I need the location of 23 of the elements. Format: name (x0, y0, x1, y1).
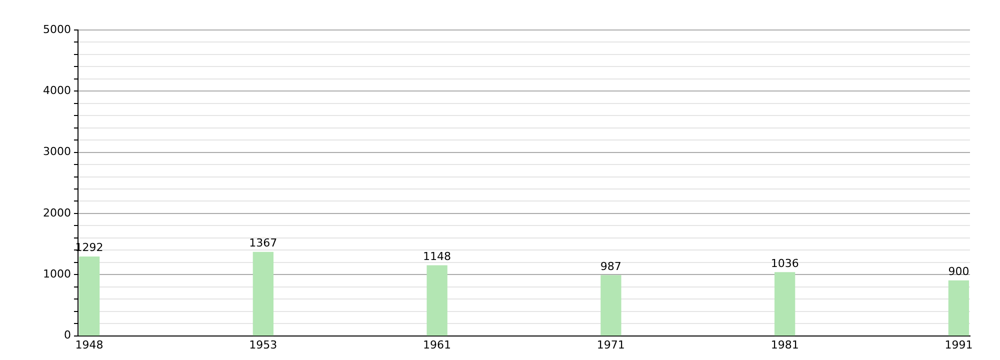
data-label: 1036 (770, 256, 799, 270)
data-label: 1148 (423, 250, 452, 263)
x-tick-label: 1981 (770, 338, 799, 352)
x-tick-label: 1961 (423, 338, 452, 352)
data-label: 987 (600, 260, 622, 273)
bar (948, 280, 970, 336)
data-label: 1367 (249, 236, 278, 250)
y-tick-label: 5000 (42, 22, 71, 36)
bar (78, 256, 100, 336)
bar (252, 252, 274, 336)
bar (600, 275, 622, 336)
x-tick-label: 1948 (75, 338, 104, 352)
data-label: 900 (948, 265, 970, 278)
x-tick-label: 1953 (249, 338, 278, 352)
y-tick-label: 4000 (42, 84, 71, 98)
y-tick-label: 1000 (42, 268, 71, 280)
y-tick-label: 0 (64, 328, 71, 342)
x-tick-label: 1971 (596, 338, 625, 352)
y-tick-label: 2000 (42, 206, 71, 220)
x-tick-label: 1991 (944, 338, 973, 352)
bar (426, 265, 448, 336)
bar (774, 272, 796, 336)
y-tick-label: 3000 (42, 145, 71, 158)
